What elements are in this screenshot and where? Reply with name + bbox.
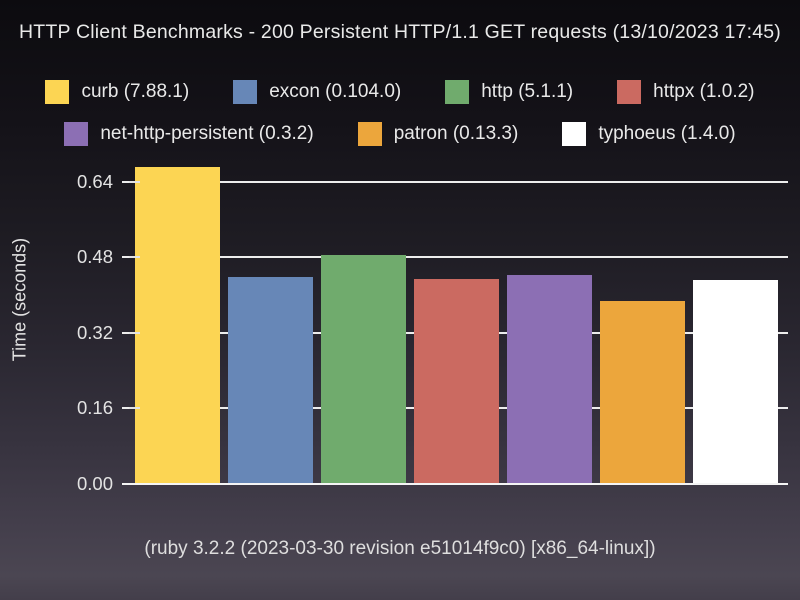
legend-item-httpx: httpx (1.0.2) (617, 80, 755, 104)
legend-swatch-httpx (617, 80, 642, 104)
legend-label-curb: curb (7.88.1) (81, 81, 190, 102)
tick-label-0.64: 0.64 (76, 170, 113, 192)
legend-swatch-curb (45, 80, 70, 104)
bar-typhoeus (693, 280, 778, 484)
bar-curb (135, 166, 220, 484)
legend-swatch-http (445, 80, 470, 104)
legend-item-patron: patron (0.13.3) (357, 122, 519, 146)
tick-mark-0.16 (129, 407, 140, 410)
legend-label-net-http-persistent: net-http-persistent (0.3.2) (100, 123, 314, 144)
x-axis-line (122, 483, 788, 485)
tick-mark-0.32 (129, 331, 140, 334)
tick-label-0.32: 0.32 (76, 321, 113, 343)
chart-footer: (ruby 3.2.2 (2023-03-30 revision e51014f… (144, 538, 656, 559)
legend-swatch-patron (357, 122, 382, 146)
gridline-0.48 (122, 256, 788, 259)
legend-swatch-net-http-persistent (64, 122, 89, 146)
bar-excon (228, 276, 313, 484)
legend-item-typhoeus: typhoeus (1.4.0) (562, 122, 736, 146)
y-axis-label: Time (seconds) (9, 237, 30, 362)
legend-row-2: net-http-persistent (0.3.2) patron (0.13.… (0, 122, 800, 146)
tick-label-0.16: 0.16 (76, 397, 113, 419)
chart-title: HTTP Client Benchmarks - 200 Persistent … (18, 21, 782, 43)
legend-label-patron: patron (0.13.3) (393, 123, 519, 144)
legend-swatch-typhoeus (562, 122, 587, 146)
tick-mark-0.48 (129, 256, 140, 259)
legend-label-http: http (5.1.1) (481, 81, 574, 102)
chart-legend: curb (7.88.1) excon (0.104.0) http (5.1.1)… (0, 80, 800, 164)
legend-item-net-http-persistent: net-http-persistent (0.3.2) (64, 122, 314, 146)
legend-swatch-excon (233, 80, 258, 104)
bar-patron (600, 300, 685, 484)
bar-http (321, 255, 406, 484)
bar-net-http-persistent (507, 274, 592, 484)
tick-label-0.00: 0.00 (76, 473, 113, 494)
legend-row-1: curb (7.88.1) excon (0.104.0) http (5.1.1)… (0, 80, 800, 104)
legend-label-httpx: httpx (1.0.2) (653, 81, 755, 102)
legend-item-curb: curb (7.88.1) (45, 80, 189, 104)
legend-item-http: http (5.1.1) (445, 80, 573, 104)
bar-httpx (414, 279, 499, 484)
gridline-0.64 (122, 180, 788, 183)
legend-label-typhoeus: typhoeus (1.4.0) (598, 123, 736, 144)
legend-item-excon: excon (0.104.0) (233, 80, 401, 104)
tick-mark-0.64 (129, 180, 140, 183)
tick-label-0.48: 0.48 (76, 246, 113, 268)
legend-label-excon: excon (0.104.0) (269, 81, 402, 102)
